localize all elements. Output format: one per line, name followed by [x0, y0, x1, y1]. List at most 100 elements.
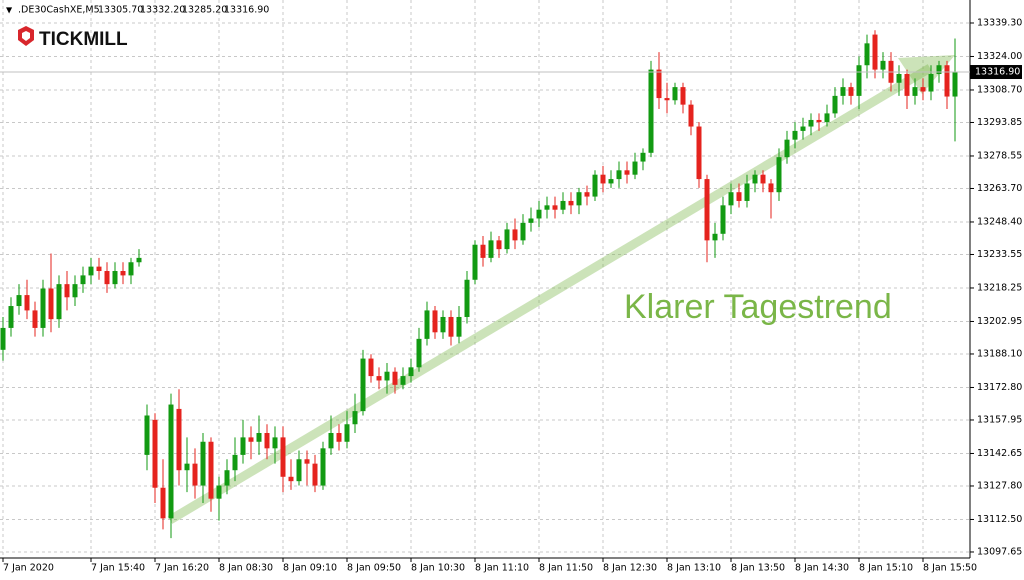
menu-arrow[interactable]: ▼	[6, 6, 13, 15]
candle-body	[384, 371, 390, 381]
candle-body	[120, 271, 126, 276]
candle-body	[280, 437, 286, 477]
candles	[0, 30, 958, 539]
x-tick-label: 8 Jan 13:10	[667, 563, 721, 574]
candle-body	[168, 404, 174, 519]
candle-body	[296, 459, 302, 482]
candle-body	[456, 316, 462, 337]
candle-body	[896, 73, 902, 83]
candle-body	[392, 371, 398, 385]
candle-body	[856, 65, 862, 96]
x-tick-label: 8 Jan 13:50	[731, 563, 785, 574]
y-tick-label: 13188.10	[977, 348, 1022, 359]
candle-body	[368, 358, 374, 377]
candle-body	[680, 87, 686, 105]
candle-body	[352, 411, 358, 425]
candle-body	[912, 87, 918, 96]
candle-body	[784, 139, 790, 158]
y-tick-label: 13142.65	[977, 448, 1022, 459]
candle-body	[752, 174, 758, 184]
candle-body	[720, 205, 726, 234]
candle-body	[184, 463, 190, 471]
candle-body	[656, 69, 662, 99]
candle-body	[824, 113, 830, 123]
candle-body	[176, 408, 182, 471]
trend-line	[167, 64, 933, 524]
y-tick-label: 13233.55	[977, 249, 1022, 260]
candle-body	[520, 222, 526, 241]
candle-body	[928, 73, 934, 92]
candle-body	[64, 284, 70, 298]
candle-body	[728, 192, 734, 206]
candle-body	[832, 95, 838, 114]
candle-body	[552, 205, 558, 210]
candle-body	[288, 476, 294, 482]
candle-body	[664, 98, 670, 101]
candle-body	[640, 152, 646, 162]
candle-body	[616, 170, 622, 180]
candle-body	[304, 459, 310, 464]
y-tick-label: 13172.80	[977, 382, 1022, 393]
candle-body	[24, 295, 30, 311]
candle-body	[624, 170, 630, 175]
candle-body	[32, 310, 38, 328]
x-tick-label: 8 Jan 09:50	[347, 563, 401, 574]
candle-body	[336, 433, 342, 442]
x-tick-label: 8 Jan 09:10	[283, 563, 337, 574]
candle-body	[800, 126, 806, 131]
y-tick-label: 13263.70	[977, 183, 1022, 194]
candle-body	[208, 441, 214, 499]
candle-body	[248, 437, 254, 442]
candle-body	[920, 87, 926, 92]
candle-body	[584, 192, 590, 197]
candle-body	[264, 433, 270, 449]
candle-body	[360, 358, 366, 412]
candle-body	[424, 310, 430, 339]
candle-body	[80, 275, 86, 285]
candle-body	[160, 487, 166, 519]
y-tick-label: 13097.65	[977, 546, 1022, 557]
symbol: .DE30CashXE,M5	[18, 5, 100, 16]
x-tick-label: 8 Jan 14:30	[795, 563, 849, 574]
candle-body	[216, 485, 222, 499]
x-tick-label: 8 Jan 08:30	[219, 563, 273, 574]
annotation: Klarer Tagestrend	[624, 288, 892, 326]
candle-body	[792, 130, 798, 140]
candle-body	[768, 183, 774, 193]
candle-body	[504, 229, 510, 250]
candle-body	[312, 463, 318, 486]
candle-body	[112, 271, 118, 285]
y-tick-label: 13202.95	[977, 316, 1022, 327]
x-tick-label: 8 Jan 15:50	[923, 563, 977, 574]
candle-body	[328, 433, 334, 449]
y-tick-label: 13157.95	[977, 414, 1022, 425]
candle-body	[744, 183, 750, 201]
logo-text: TICKMILL	[39, 29, 128, 50]
quote-close: 13316.90	[224, 5, 269, 16]
x-tick-label: 8 Jan 15:10	[859, 563, 913, 574]
candle-body	[808, 119, 814, 127]
candle-body	[848, 87, 854, 96]
candle-body	[344, 424, 350, 442]
candle-body	[416, 338, 422, 368]
logo: TICKMILL	[18, 26, 128, 50]
candle-body	[400, 376, 406, 385]
candle-body	[40, 288, 46, 328]
candle-body	[0, 327, 6, 350]
candle-body	[472, 244, 478, 280]
candle-body	[48, 288, 54, 320]
x-tick-label: 8 Jan 11:10	[475, 563, 529, 574]
candle-body	[104, 271, 110, 285]
candle-body	[528, 218, 534, 223]
candle-body	[376, 376, 382, 381]
candle-body	[840, 87, 846, 96]
candle-body	[864, 43, 870, 66]
candle-body	[936, 65, 942, 74]
candle-body	[192, 463, 198, 486]
candle-body	[952, 72, 958, 97]
candle-body	[512, 229, 518, 241]
candle-body	[600, 174, 606, 184]
candle-body	[880, 60, 886, 70]
candle-body	[696, 126, 702, 180]
